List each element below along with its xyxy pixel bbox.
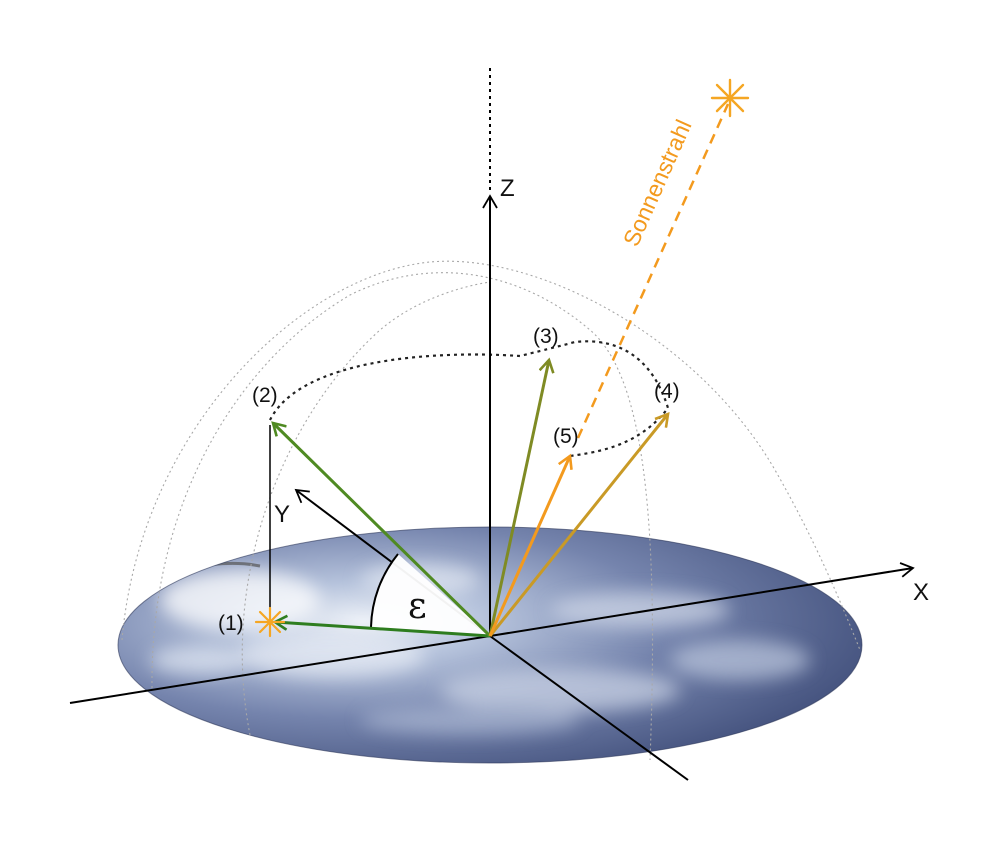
- sun-ray-label: Sonnenstrahl: [618, 116, 697, 250]
- x-axis: [489, 562, 915, 637]
- direction-vectors: [273, 360, 668, 638]
- dome-guide-lines: [121, 260, 861, 761]
- position-5-label: (5): [553, 425, 579, 448]
- sun-star-icon: [254, 606, 286, 638]
- sun-star-icon: [710, 78, 750, 118]
- vector-4: [488, 414, 668, 637]
- epsilon-angle: [370, 553, 490, 636]
- vector-2: [273, 423, 492, 638]
- vector-1: [275, 622, 491, 638]
- position-1-label: (1): [218, 612, 244, 635]
- sun-ray: [576, 103, 730, 439]
- y-axis-label: Y: [274, 501, 290, 528]
- y-axis-front: [489, 635, 689, 781]
- sun-path-curve: [269, 340, 670, 458]
- epsilon-label: ε: [408, 586, 427, 627]
- position-2-label: (2): [252, 384, 278, 407]
- vector-5: [488, 456, 570, 637]
- z-axis-label: Z: [500, 175, 515, 202]
- x-axis-label: X: [913, 579, 929, 606]
- position-4-label: (4): [654, 380, 680, 403]
- vector-3: [488, 360, 549, 637]
- position-3-label: (3): [533, 325, 559, 348]
- x-axis-back: [69, 635, 491, 704]
